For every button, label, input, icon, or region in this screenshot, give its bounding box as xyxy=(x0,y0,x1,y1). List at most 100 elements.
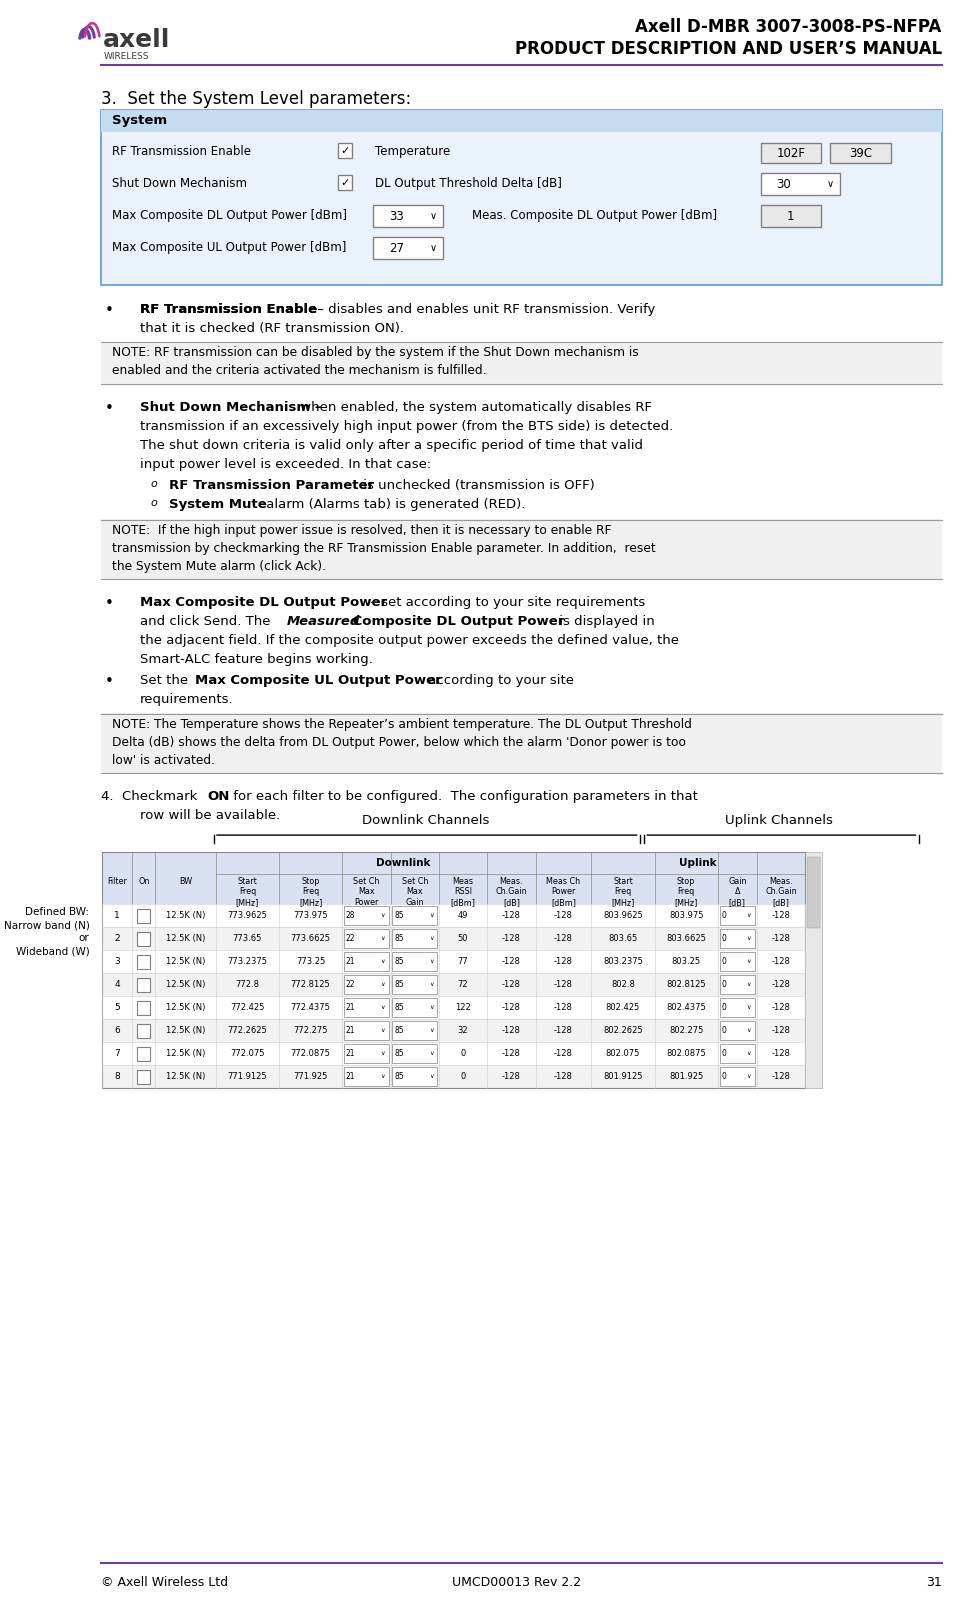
Text: NOTE: The Temperature shows the Repeater’s ambient temperature. The DL Output Th: NOTE: The Temperature shows the Repeater… xyxy=(112,717,692,767)
Text: 801.925: 801.925 xyxy=(669,1073,703,1081)
Text: ∨: ∨ xyxy=(380,959,385,964)
Bar xyxy=(393,929,437,948)
Text: 102F: 102F xyxy=(776,147,805,160)
Text: 21: 21 xyxy=(346,957,355,965)
Text: 22: 22 xyxy=(346,980,355,989)
Text: 0: 0 xyxy=(722,1049,727,1058)
Text: 802.8: 802.8 xyxy=(611,980,635,989)
Text: and click Send. The: and click Send. The xyxy=(140,615,274,628)
Text: 0: 0 xyxy=(722,1004,727,1012)
Text: ✓: ✓ xyxy=(340,146,349,155)
Text: 12.5K (N): 12.5K (N) xyxy=(166,911,206,921)
Text: Smart-ALC feature begins working.: Smart-ALC feature begins working. xyxy=(140,653,372,666)
Text: •: • xyxy=(105,596,114,612)
Text: 21: 21 xyxy=(346,1073,355,1081)
Text: ∨: ∨ xyxy=(747,1074,751,1079)
Bar xyxy=(338,142,351,158)
Bar xyxy=(102,949,805,973)
Text: -128: -128 xyxy=(554,911,573,921)
Text: Max Composite DL Output Power: Max Composite DL Output Power xyxy=(140,596,387,608)
Text: 772.8: 772.8 xyxy=(235,980,260,989)
Text: 72: 72 xyxy=(457,980,468,989)
Text: Measured: Measured xyxy=(287,615,360,628)
Bar xyxy=(393,953,437,972)
Text: 803.6625: 803.6625 xyxy=(666,933,706,943)
Text: 2: 2 xyxy=(115,933,120,943)
Text: -128: -128 xyxy=(772,911,790,921)
Bar xyxy=(102,1042,805,1065)
Bar xyxy=(720,975,755,994)
Text: 773.975: 773.975 xyxy=(293,911,328,921)
Text: 772.275: 772.275 xyxy=(293,1026,328,1036)
Text: -128: -128 xyxy=(772,980,790,989)
Bar xyxy=(102,927,805,949)
Text: ∨: ∨ xyxy=(428,937,433,941)
Text: System: System xyxy=(112,114,167,126)
Text: 28: 28 xyxy=(346,911,355,921)
Text: 773.2375: 773.2375 xyxy=(228,957,267,965)
Text: 39C: 39C xyxy=(849,147,872,160)
Text: 122: 122 xyxy=(455,1004,471,1012)
Text: 12.5K (N): 12.5K (N) xyxy=(166,933,206,943)
Text: 0: 0 xyxy=(460,1049,466,1058)
Text: requirements.: requirements. xyxy=(140,693,234,706)
Text: ∨: ∨ xyxy=(428,1074,433,1079)
Text: -128: -128 xyxy=(554,1049,573,1058)
Text: ∨: ∨ xyxy=(428,981,433,988)
Text: The shut down criteria is valid only after a specific period of time that valid: The shut down criteria is valid only aft… xyxy=(140,439,643,451)
Text: -128: -128 xyxy=(772,1073,790,1081)
Text: 0: 0 xyxy=(722,957,727,965)
Text: RF Transmission Enable: RF Transmission Enable xyxy=(112,146,251,158)
Text: ON: ON xyxy=(207,789,230,802)
Text: 21: 21 xyxy=(346,1026,355,1036)
Text: Meas.
Ch.Gain
[dB]: Meas. Ch.Gain [dB] xyxy=(496,877,527,906)
Text: Gain
Δ
[dB]: Gain Δ [dB] xyxy=(728,877,747,906)
FancyBboxPatch shape xyxy=(100,110,942,285)
Text: 772.425: 772.425 xyxy=(231,1004,264,1012)
Text: 3: 3 xyxy=(115,957,121,965)
Text: is displayed in: is displayed in xyxy=(555,615,655,628)
Text: DL Output Threshold Delta [dB]: DL Output Threshold Delta [dB] xyxy=(374,178,562,191)
Bar xyxy=(372,237,443,259)
Text: -128: -128 xyxy=(502,933,521,943)
Text: System Mute: System Mute xyxy=(170,498,267,511)
Text: 32: 32 xyxy=(457,1026,468,1036)
Text: 1: 1 xyxy=(787,210,794,223)
Text: ∨: ∨ xyxy=(428,1005,433,1010)
Bar xyxy=(102,1020,805,1042)
Bar xyxy=(345,997,389,1017)
Text: 802.8125: 802.8125 xyxy=(667,980,706,989)
Text: 803.25: 803.25 xyxy=(672,957,701,965)
Text: WIRELESS: WIRELESS xyxy=(103,51,149,61)
Text: -128: -128 xyxy=(772,1026,790,1036)
Text: -128: -128 xyxy=(554,1004,573,1012)
Bar xyxy=(393,975,437,994)
Bar xyxy=(102,852,805,1089)
Text: 12.5K (N): 12.5K (N) xyxy=(166,1026,206,1036)
Text: 5: 5 xyxy=(115,1004,121,1012)
Text: 12.5K (N): 12.5K (N) xyxy=(166,1004,206,1012)
Text: alarm (Alarms tab) is generated (RED).: alarm (Alarms tab) is generated (RED). xyxy=(262,498,526,511)
Bar xyxy=(137,932,151,946)
Text: Max Composite UL Output Power [dBm]: Max Composite UL Output Power [dBm] xyxy=(112,242,346,255)
Text: Downlink Channels: Downlink Channels xyxy=(362,813,489,828)
Bar xyxy=(807,857,820,929)
Text: ∨: ∨ xyxy=(428,913,433,917)
Text: o: o xyxy=(151,498,157,508)
Bar xyxy=(345,975,389,994)
Text: ∨: ∨ xyxy=(747,981,751,988)
Text: 85: 85 xyxy=(395,933,404,943)
Bar xyxy=(345,929,389,948)
Text: -128: -128 xyxy=(502,911,521,921)
Text: when enabled, the system automatically disables RF: when enabled, the system automatically d… xyxy=(296,400,651,415)
Text: 0: 0 xyxy=(722,1026,727,1036)
Bar xyxy=(137,909,151,922)
Text: 6: 6 xyxy=(115,1026,121,1036)
Text: 802.2625: 802.2625 xyxy=(603,1026,643,1036)
Bar xyxy=(100,343,942,384)
Bar xyxy=(345,1044,389,1063)
Text: -128: -128 xyxy=(554,980,573,989)
Text: 21: 21 xyxy=(346,1004,355,1012)
Bar xyxy=(102,852,805,905)
Text: 0: 0 xyxy=(722,933,727,943)
